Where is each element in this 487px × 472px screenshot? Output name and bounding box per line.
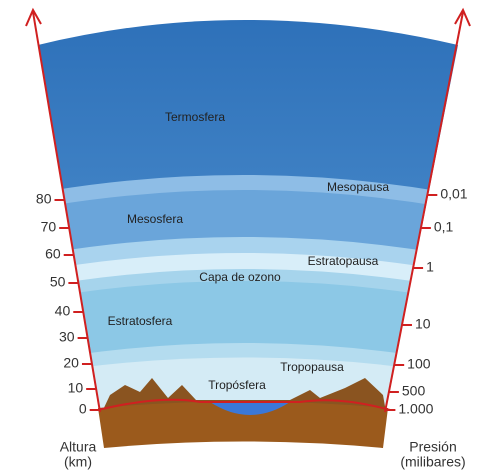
left-arrow xyxy=(25,7,42,27)
labels: Termosfera Mesopausa Mesosfera Estratopa… xyxy=(60,110,466,470)
right-tick-label: 1 xyxy=(426,259,434,275)
right-tick-label: 100 xyxy=(407,356,431,372)
right-tick-label: 500 xyxy=(402,383,426,399)
right-arrow xyxy=(454,7,471,27)
surface-line xyxy=(97,398,391,411)
right-axis xyxy=(384,11,464,413)
left-axis xyxy=(32,11,101,413)
lake xyxy=(210,402,290,415)
right-tick-label: 1.000 xyxy=(398,401,433,417)
left-axis-title: (km) xyxy=(64,454,92,470)
layer-label: Mesosfera xyxy=(127,212,183,226)
left-tick-label: 70 xyxy=(41,219,57,235)
left-tick-label: 30 xyxy=(59,329,75,345)
left-tick-label: 40 xyxy=(55,303,71,319)
layer-label: Termosfera xyxy=(165,110,225,124)
layer-label: Tropósfera xyxy=(208,378,266,392)
left-tick-label: 80 xyxy=(36,191,52,207)
layer-label: Tropopausa xyxy=(280,360,344,374)
layer-label: Capa de ozono xyxy=(199,270,281,284)
left-tick-label: 20 xyxy=(63,355,79,371)
left-tick-label: 0 xyxy=(79,401,87,417)
layer-label: Estratosfera xyxy=(108,314,173,328)
left-tick-label: 10 xyxy=(68,380,84,396)
left-tick-label: 50 xyxy=(50,274,66,290)
left-axis-title: Altura xyxy=(60,439,97,455)
right-tick-label: 0,1 xyxy=(434,219,454,235)
right-tick-label: 0,01 xyxy=(440,186,467,202)
earth xyxy=(98,401,388,448)
right-axis-title: Presión xyxy=(409,439,456,455)
right-tick-label: 10 xyxy=(415,316,431,332)
layer-label: Estratopausa xyxy=(308,254,379,268)
layer-label: Mesopausa xyxy=(327,180,389,194)
left-tick-label: 60 xyxy=(45,246,61,262)
right-axis-title: (milibares) xyxy=(400,454,465,470)
